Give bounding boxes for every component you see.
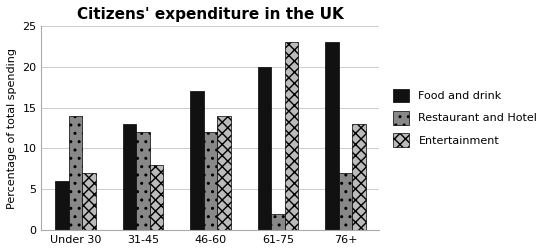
Y-axis label: Percentage of total spending: Percentage of total spending	[7, 48, 17, 209]
Bar	[285, 42, 299, 230]
Bar	[271, 214, 285, 230]
Bar	[82, 173, 95, 230]
Bar	[258, 67, 271, 230]
Bar	[136, 132, 150, 230]
Bar	[353, 124, 366, 230]
Bar	[55, 181, 69, 230]
Bar	[69, 116, 82, 230]
Bar	[150, 165, 163, 230]
Bar	[339, 173, 353, 230]
Bar	[123, 124, 136, 230]
Bar	[204, 132, 217, 230]
Bar	[325, 42, 339, 230]
Bar	[190, 91, 204, 230]
Bar	[217, 116, 231, 230]
Legend: Food and drink, Restaurant and Hotel, Entertainment: Food and drink, Restaurant and Hotel, En…	[388, 84, 542, 151]
Title: Citizens' expenditure in the UK: Citizens' expenditure in the UK	[77, 7, 344, 22]
